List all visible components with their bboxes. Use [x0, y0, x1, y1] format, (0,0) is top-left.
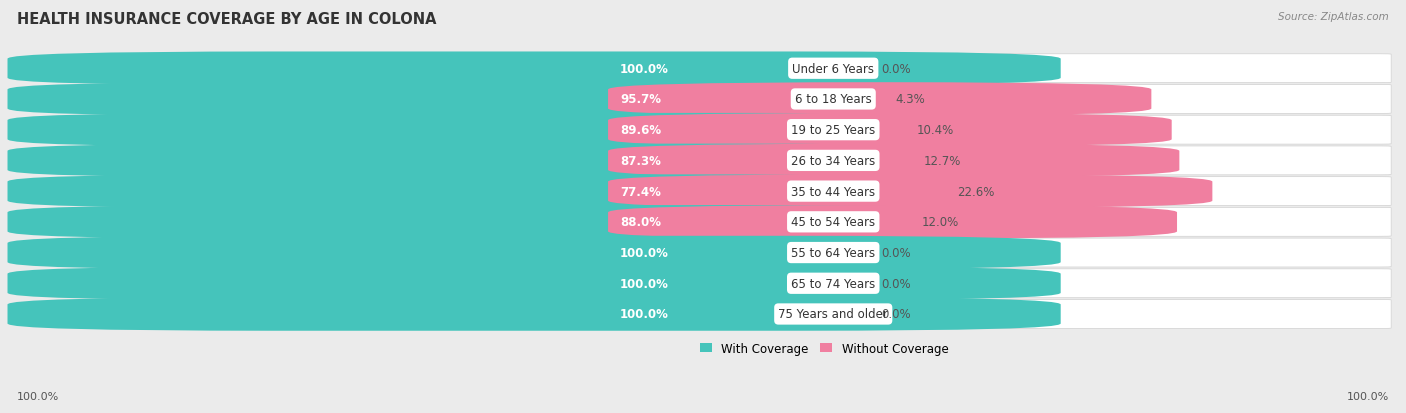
FancyBboxPatch shape: [257, 116, 1391, 145]
Text: 89.6%: 89.6%: [620, 124, 661, 137]
Text: Under 6 Years: Under 6 Years: [792, 63, 875, 76]
Legend: With Coverage, Without Coverage: With Coverage, Without Coverage: [696, 337, 953, 359]
FancyBboxPatch shape: [257, 55, 1391, 83]
FancyBboxPatch shape: [607, 83, 1152, 116]
FancyBboxPatch shape: [7, 267, 1060, 300]
Text: 95.7%: 95.7%: [620, 93, 661, 106]
Text: 100.0%: 100.0%: [620, 277, 669, 290]
FancyBboxPatch shape: [257, 239, 1391, 267]
Text: HEALTH INSURANCE COVERAGE BY AGE IN COLONA: HEALTH INSURANCE COVERAGE BY AGE IN COLO…: [17, 12, 436, 27]
FancyBboxPatch shape: [7, 144, 994, 178]
Text: 100.0%: 100.0%: [620, 247, 669, 259]
FancyBboxPatch shape: [7, 83, 1038, 116]
FancyBboxPatch shape: [257, 85, 1391, 114]
FancyBboxPatch shape: [7, 175, 942, 209]
FancyBboxPatch shape: [257, 147, 1391, 176]
Text: 6 to 18 Years: 6 to 18 Years: [794, 93, 872, 106]
FancyBboxPatch shape: [7, 236, 1060, 270]
FancyBboxPatch shape: [257, 177, 1391, 206]
FancyBboxPatch shape: [257, 208, 1391, 237]
FancyBboxPatch shape: [257, 300, 1391, 329]
Text: 55 to 64 Years: 55 to 64 Years: [792, 247, 876, 259]
Text: 4.3%: 4.3%: [896, 93, 925, 106]
Text: 12.0%: 12.0%: [921, 216, 959, 229]
Text: 35 to 44 Years: 35 to 44 Years: [792, 185, 876, 198]
Text: 22.6%: 22.6%: [957, 185, 994, 198]
FancyBboxPatch shape: [7, 206, 998, 239]
Text: 100.0%: 100.0%: [620, 308, 669, 321]
FancyBboxPatch shape: [7, 297, 1060, 331]
FancyBboxPatch shape: [607, 206, 1177, 239]
Text: 0.0%: 0.0%: [882, 308, 911, 321]
Text: 0.0%: 0.0%: [882, 63, 911, 76]
Text: 45 to 54 Years: 45 to 54 Years: [792, 216, 876, 229]
Text: 100.0%: 100.0%: [1347, 392, 1389, 401]
Text: 0.0%: 0.0%: [882, 277, 911, 290]
Text: 65 to 74 Years: 65 to 74 Years: [792, 277, 876, 290]
Text: 26 to 34 Years: 26 to 34 Years: [792, 154, 876, 168]
FancyBboxPatch shape: [607, 175, 1212, 209]
Text: 12.7%: 12.7%: [924, 154, 962, 168]
FancyBboxPatch shape: [7, 114, 1007, 147]
FancyBboxPatch shape: [257, 269, 1391, 298]
Text: 88.0%: 88.0%: [620, 216, 661, 229]
Text: 100.0%: 100.0%: [620, 63, 669, 76]
Text: 19 to 25 Years: 19 to 25 Years: [792, 124, 876, 137]
Text: Source: ZipAtlas.com: Source: ZipAtlas.com: [1278, 12, 1389, 22]
FancyBboxPatch shape: [7, 52, 1060, 86]
Text: 0.0%: 0.0%: [882, 247, 911, 259]
FancyBboxPatch shape: [607, 114, 1171, 147]
FancyBboxPatch shape: [607, 144, 1180, 178]
Text: 77.4%: 77.4%: [620, 185, 661, 198]
Text: 10.4%: 10.4%: [917, 124, 953, 137]
Text: 75 Years and older: 75 Years and older: [779, 308, 889, 321]
Text: 87.3%: 87.3%: [620, 154, 661, 168]
Text: 100.0%: 100.0%: [17, 392, 59, 401]
